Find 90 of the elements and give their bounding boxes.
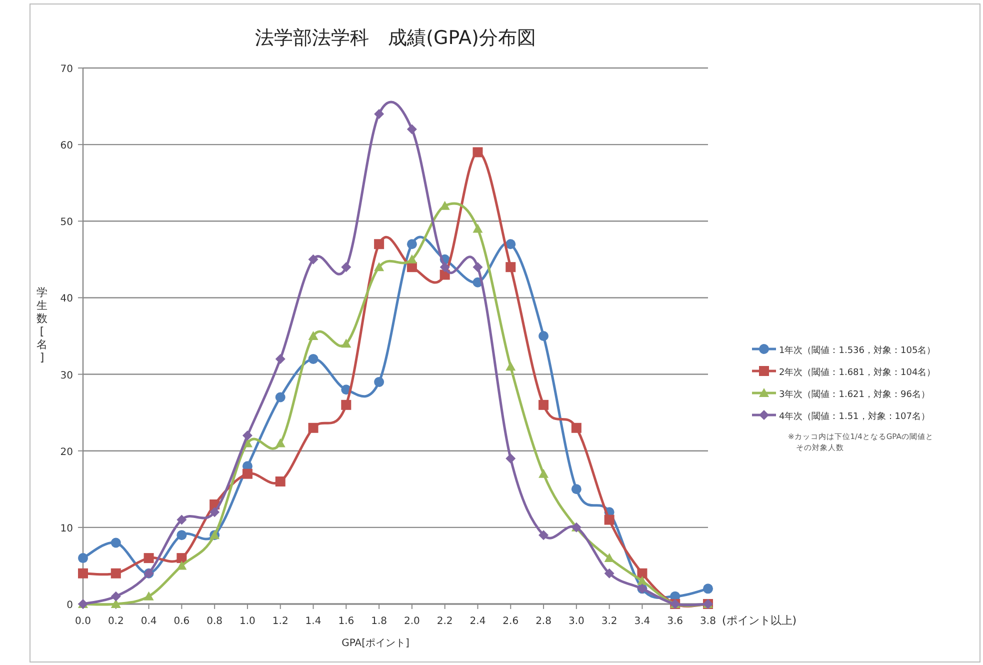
point <box>308 254 318 264</box>
point <box>176 560 187 570</box>
y-tick-label: 50 <box>60 217 73 228</box>
x-tick-label: 1.4 <box>305 616 322 627</box>
x-tick-label: 1.6 <box>338 616 354 627</box>
legend-label: 1年次（閾値：1.536，対象：105名） <box>779 345 936 356</box>
point <box>571 422 582 433</box>
y-tick-label: 10 <box>60 523 73 534</box>
point <box>110 538 121 548</box>
point <box>506 239 516 250</box>
point <box>242 468 252 479</box>
point <box>176 514 187 525</box>
point <box>604 553 614 562</box>
legend-label: 3年次（閾値：1.621，対象：96名） <box>779 389 930 400</box>
x-tick-label: 2.8 <box>536 616 552 627</box>
point <box>637 576 648 586</box>
point <box>604 568 614 578</box>
point <box>110 568 121 578</box>
x-tick-label: 0.6 <box>174 616 190 627</box>
x-tick-label: 0.8 <box>206 616 223 627</box>
point <box>506 362 516 371</box>
point <box>472 224 483 233</box>
point <box>538 468 549 478</box>
x-axis-title: GPA[ポイント] <box>342 638 410 649</box>
x-tick-label: 2.4 <box>470 616 486 627</box>
x-tick-label: 1.8 <box>371 616 388 627</box>
point <box>506 262 516 272</box>
x-tick-label: 3.8 <box>700 616 716 627</box>
point <box>275 438 286 448</box>
x-tick-label: 0.4 <box>140 616 157 627</box>
point <box>308 422 318 433</box>
point <box>308 354 318 364</box>
x-tick-label: 0.0 <box>75 616 91 627</box>
y-axis-title: 学生数[名] <box>36 286 48 364</box>
x-tick-label: 3.4 <box>634 616 650 627</box>
point <box>308 331 318 340</box>
point <box>604 514 614 525</box>
point <box>506 454 516 464</box>
point <box>242 430 252 441</box>
point <box>78 553 88 564</box>
x-tick-label: 3.2 <box>601 616 618 627</box>
legend-label: 2年次（閾値：1.681，対象：104名） <box>779 367 936 378</box>
point <box>144 553 154 564</box>
x-tick-label: 0.2 <box>108 616 124 627</box>
chart-title: 法学部法学科 成績(GPA)分布図 <box>255 27 536 49</box>
y-tick-label: 70 <box>60 64 73 75</box>
point <box>406 254 417 264</box>
point <box>472 147 483 158</box>
x-tick-label: 2.2 <box>436 616 453 627</box>
x-tick-label: 2.0 <box>404 616 420 627</box>
text: (ポイント以上) <box>722 614 797 627</box>
x-tick-label: 1.0 <box>240 616 256 627</box>
point <box>275 354 286 364</box>
point <box>341 338 352 348</box>
x-tick-label: 2.6 <box>502 616 519 627</box>
point <box>144 591 154 600</box>
y-tick-label: 60 <box>60 140 73 152</box>
point <box>472 262 483 272</box>
point <box>538 400 549 410</box>
y-tick-label: 0 <box>66 600 73 611</box>
point <box>374 262 384 272</box>
point <box>374 376 384 387</box>
point <box>406 124 417 134</box>
point <box>176 530 187 540</box>
x-tick-label: 1.2 <box>272 616 288 627</box>
point <box>440 200 450 210</box>
point <box>374 239 384 250</box>
point <box>538 331 549 341</box>
point <box>110 599 121 608</box>
x-tick-label: 3.0 <box>568 616 584 627</box>
x-tick-label: 3.6 <box>667 616 684 627</box>
point <box>703 584 713 594</box>
y-tick-label: 30 <box>60 370 73 382</box>
point <box>275 392 286 402</box>
point <box>538 530 549 540</box>
point <box>275 476 286 486</box>
point <box>406 239 417 250</box>
point <box>637 568 648 578</box>
point <box>176 553 187 564</box>
point <box>374 108 384 119</box>
y-tick-label: 40 <box>60 294 73 305</box>
point <box>571 484 582 494</box>
y-tick-label: 20 <box>60 446 73 458</box>
point <box>110 591 121 602</box>
point <box>341 400 352 410</box>
point <box>341 262 352 272</box>
point <box>210 507 220 518</box>
point <box>440 262 450 272</box>
legend-label: 4年次（閾値：1.51，対象：107名） <box>779 411 930 422</box>
point <box>78 568 88 578</box>
